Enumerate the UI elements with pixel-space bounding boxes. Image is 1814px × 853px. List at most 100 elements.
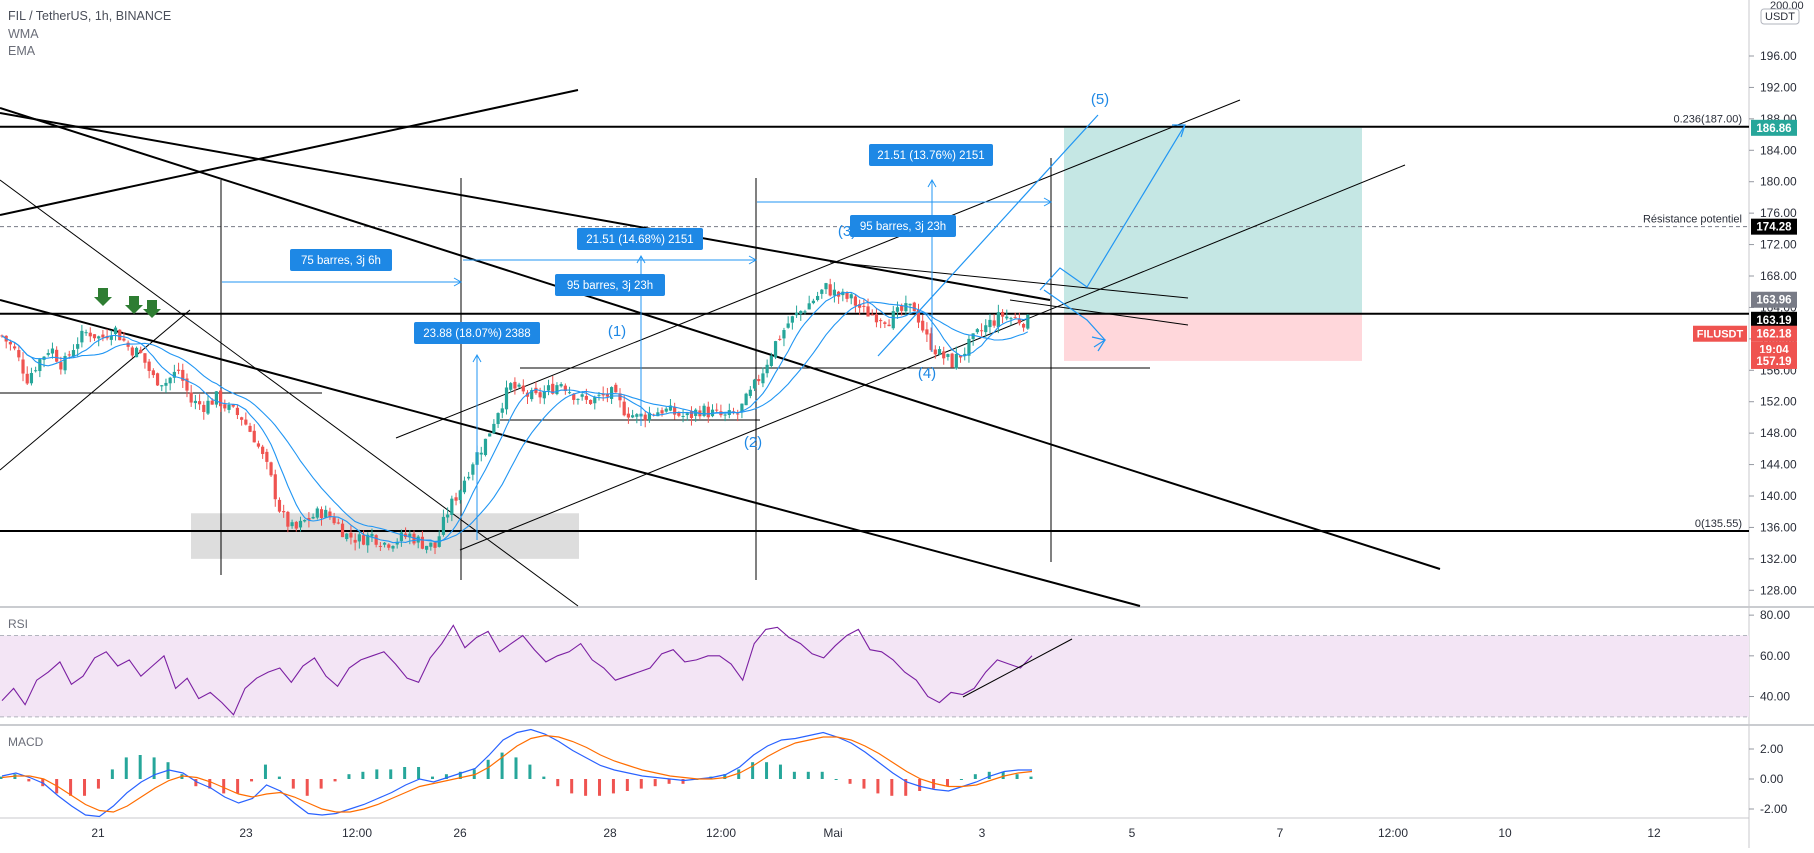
candle-body bbox=[197, 401, 202, 405]
candle-body bbox=[307, 517, 311, 521]
candle-body bbox=[971, 333, 975, 340]
candle-body bbox=[668, 405, 673, 411]
wave-label: (1) bbox=[608, 323, 626, 340]
macd-histogram-bar bbox=[486, 759, 490, 779]
candle-body bbox=[740, 403, 744, 412]
time-tick-label: 26 bbox=[453, 826, 467, 840]
candle-body bbox=[458, 490, 462, 501]
time-tick-label: 3 bbox=[979, 826, 986, 840]
candle-body bbox=[979, 330, 984, 332]
projection-arrow bbox=[1039, 124, 1186, 291]
macd-histogram-bar bbox=[263, 764, 267, 779]
price-tick-label: 168.00 bbox=[1760, 269, 1797, 283]
macd-histogram-bar bbox=[403, 767, 407, 779]
time-tick-label: 12:00 bbox=[1378, 826, 1408, 840]
candle-body bbox=[530, 390, 534, 400]
candle-body bbox=[593, 397, 597, 404]
candle-body bbox=[618, 393, 622, 401]
candle-body bbox=[538, 392, 542, 398]
candle-body bbox=[303, 519, 307, 522]
candle-body bbox=[315, 508, 319, 518]
candle-body bbox=[609, 387, 614, 399]
candle-body bbox=[286, 511, 290, 527]
measure-annotation-text: 21.51 (13.76%) 2151 bbox=[877, 150, 984, 162]
price-label-text: 162.18 bbox=[1756, 329, 1792, 341]
candle-body bbox=[614, 384, 618, 393]
candle-body bbox=[13, 346, 17, 349]
candle-body bbox=[879, 320, 883, 322]
candle-body bbox=[399, 532, 403, 542]
candle-body bbox=[723, 414, 727, 416]
trendline bbox=[0, 107, 1441, 570]
macd-histogram-bar bbox=[514, 757, 518, 779]
symbol-price-label: FILUSDT bbox=[1697, 329, 1744, 341]
measure-arrowhead bbox=[453, 277, 463, 287]
macd-histogram-bar bbox=[389, 769, 393, 779]
macd-histogram-bar bbox=[194, 779, 198, 787]
candle-body bbox=[25, 373, 29, 384]
candle-body bbox=[580, 394, 584, 397]
candle-body bbox=[71, 350, 76, 357]
candle-body bbox=[38, 359, 42, 372]
macd-histogram-bar bbox=[236, 779, 240, 794]
macd-histogram-bar bbox=[862, 779, 866, 789]
macd-histogram-bar bbox=[792, 771, 796, 779]
candle-body bbox=[29, 372, 34, 384]
time-tick-label: Mai bbox=[823, 826, 842, 840]
candle-body bbox=[252, 430, 256, 443]
candle-body bbox=[773, 341, 778, 358]
macd-tick-label: -2.00 bbox=[1760, 802, 1788, 816]
candle-body bbox=[34, 370, 38, 372]
currency-badge bbox=[1760, 8, 1800, 25]
candle-body bbox=[277, 499, 282, 512]
macd-histogram-bar bbox=[765, 762, 769, 779]
trendline-thin bbox=[1009, 299, 1189, 326]
candle-body bbox=[256, 443, 261, 447]
candle-body bbox=[626, 413, 631, 418]
macd-histogram-bar bbox=[250, 779, 254, 782]
trendline bbox=[0, 299, 1141, 607]
candle-body bbox=[799, 311, 803, 315]
macd-pane-label: MACD bbox=[8, 735, 44, 749]
rsi-band-fill bbox=[0, 635, 1749, 717]
candle-body bbox=[513, 381, 517, 389]
measure-annotation-text: 95 barres, 3j 23h bbox=[567, 280, 653, 292]
macd-histogram-bar bbox=[1015, 774, 1019, 779]
price-tick-label: 180.00 bbox=[1760, 175, 1797, 189]
candle-body bbox=[849, 294, 853, 299]
price-label-text: 163.19 bbox=[1756, 315, 1791, 327]
candle-body bbox=[546, 385, 551, 391]
candle-body bbox=[904, 303, 908, 312]
price-tick-label: 176.00 bbox=[1760, 206, 1797, 220]
price-label-badge bbox=[1751, 119, 1797, 136]
price-tick-label: 132.00 bbox=[1760, 552, 1797, 566]
rsi-line bbox=[1, 624, 1033, 716]
candle-body bbox=[677, 412, 681, 416]
candle-body bbox=[748, 389, 752, 396]
rsi-tick-label: 40.00 bbox=[1760, 690, 1790, 704]
candle-body bbox=[807, 303, 811, 310]
candle-body bbox=[567, 392, 572, 394]
macd-histogram-bar bbox=[96, 779, 100, 789]
consolidation-box bbox=[191, 513, 579, 559]
candle-body bbox=[353, 539, 357, 543]
candle-body bbox=[761, 373, 765, 384]
macd-histogram-bar bbox=[277, 776, 281, 779]
candle-body bbox=[202, 404, 206, 412]
candle-body bbox=[92, 334, 97, 339]
candle-body bbox=[803, 311, 807, 313]
candle-body bbox=[664, 408, 668, 412]
measure-annotation-box bbox=[555, 274, 665, 296]
trendline bbox=[0, 89, 579, 216]
candle-body bbox=[235, 407, 240, 416]
candle-body bbox=[332, 517, 336, 524]
candle-body bbox=[340, 523, 345, 538]
candle-body bbox=[853, 296, 858, 306]
ema-line bbox=[1, 301, 1029, 542]
candle-body bbox=[446, 514, 450, 518]
candle-body bbox=[685, 413, 689, 416]
price-label-badge bbox=[1751, 218, 1797, 235]
candle-body bbox=[55, 349, 59, 362]
